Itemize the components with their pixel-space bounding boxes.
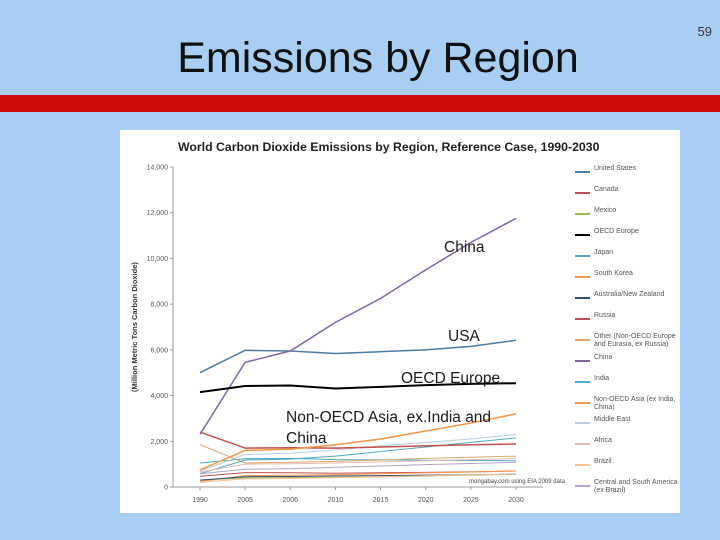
- legend-label: China: [594, 354, 613, 361]
- chart-panel: World Carbon Dioxide Emissions by Region…: [120, 130, 680, 513]
- legend-swatch: [575, 276, 590, 278]
- annotation-label: USA: [448, 328, 481, 345]
- legend-label: Africa: [594, 437, 612, 444]
- legend-label: Mexico: [594, 207, 617, 214]
- series-line-japan: [199, 457, 517, 464]
- series-line-russia: [199, 431, 517, 449]
- series-line-india: [199, 437, 517, 475]
- y-tick-label: 2,000: [150, 439, 168, 446]
- series-line-middle-east: [199, 433, 517, 472]
- series-line-oecd-europe: [199, 382, 517, 394]
- legend-swatch: [575, 339, 590, 341]
- x-tick-label: 2006: [282, 497, 298, 504]
- source-note: mongabay.com using EIA 2009 data: [469, 479, 566, 485]
- legend-swatch: [575, 402, 590, 404]
- legend-swatch: [575, 485, 590, 487]
- legend-swatch: [575, 318, 590, 320]
- x-tick-label: 2010: [328, 497, 344, 504]
- y-tick-label: 10,000: [147, 256, 169, 263]
- x-tick-label: 2030: [508, 497, 524, 504]
- annotation-label: OECD Europe: [401, 370, 500, 387]
- y-tick-label: 6,000: [150, 347, 168, 354]
- series-line-brazil: [199, 473, 517, 483]
- title-divider-bar: [0, 95, 720, 112]
- series-line-united-states: [199, 339, 517, 374]
- legend-label: Australia/New Zealand: [594, 291, 665, 298]
- legend-label: Japan: [594, 249, 614, 256]
- x-tick-label: 2015: [373, 497, 389, 504]
- series-line-south-korea: [199, 470, 517, 482]
- series-line-china: [199, 217, 517, 435]
- x-tick-label: 2020: [418, 497, 434, 504]
- legend-swatch: [575, 360, 590, 362]
- annotation-label: Non-OECD Asia, ex.India and China: [286, 409, 491, 447]
- legend-swatch: [575, 213, 590, 215]
- legend-label: Middle East: [594, 416, 631, 423]
- legend-label: United States: [594, 165, 637, 172]
- series-line-africa: [199, 457, 517, 473]
- legend-label: Brazil: [594, 458, 612, 465]
- slide-title: Emissions by Region: [177, 34, 579, 82]
- legend-swatch: [575, 464, 590, 466]
- legend-swatch: [575, 297, 590, 299]
- legend-label: Russia: [594, 312, 616, 319]
- legend-label: India: [594, 375, 610, 382]
- y-tick-label: 8,000: [150, 302, 168, 309]
- legend-swatch: [575, 255, 590, 257]
- x-tick-label: 1990: [192, 497, 208, 504]
- legend-swatch: [575, 192, 590, 194]
- y-axis-label: (Million Metric Tons Carbon Dioxide): [130, 262, 139, 392]
- legend-label: Other (Non-OECD Europe and Eurasia, ex R…: [594, 333, 676, 348]
- emissions-line-chart: World Carbon Dioxide Emissions by Region…: [130, 140, 600, 504]
- y-tick-label: 4,000: [150, 393, 168, 400]
- legend-swatch: [575, 422, 590, 424]
- legend-label: OECD Europe: [594, 228, 639, 235]
- x-tick-label: 2025: [463, 497, 479, 504]
- annotation-label: China: [444, 239, 485, 256]
- legend-swatch: [575, 234, 590, 236]
- x-tick-label: 2005: [237, 497, 253, 504]
- legend-swatch: [575, 381, 590, 383]
- page-number: 59: [697, 24, 712, 39]
- y-tick-label: 12,000: [147, 210, 169, 217]
- y-tick-label: 14,000: [147, 165, 169, 172]
- legend-label: Canada: [594, 186, 619, 193]
- series-line-central-and-south-america-ex-brazil: [199, 461, 517, 475]
- legend-label: South Korea: [594, 270, 633, 277]
- legend-label: Non-OECD Asia (ex India, China): [594, 396, 676, 411]
- chart-title: World Carbon Dioxide Emissions by Region…: [178, 140, 600, 154]
- series-line-other-non-oecd-europe-and-eurasia-ex-russia: [199, 444, 517, 464]
- legend-label: Central and South America (ex Brazil): [594, 479, 678, 494]
- y-tick-label: 0: [164, 485, 168, 492]
- series-line-non-oecd-asia-ex-india-china: [199, 413, 517, 471]
- legend-swatch: [575, 171, 590, 173]
- legend-swatch: [575, 443, 590, 445]
